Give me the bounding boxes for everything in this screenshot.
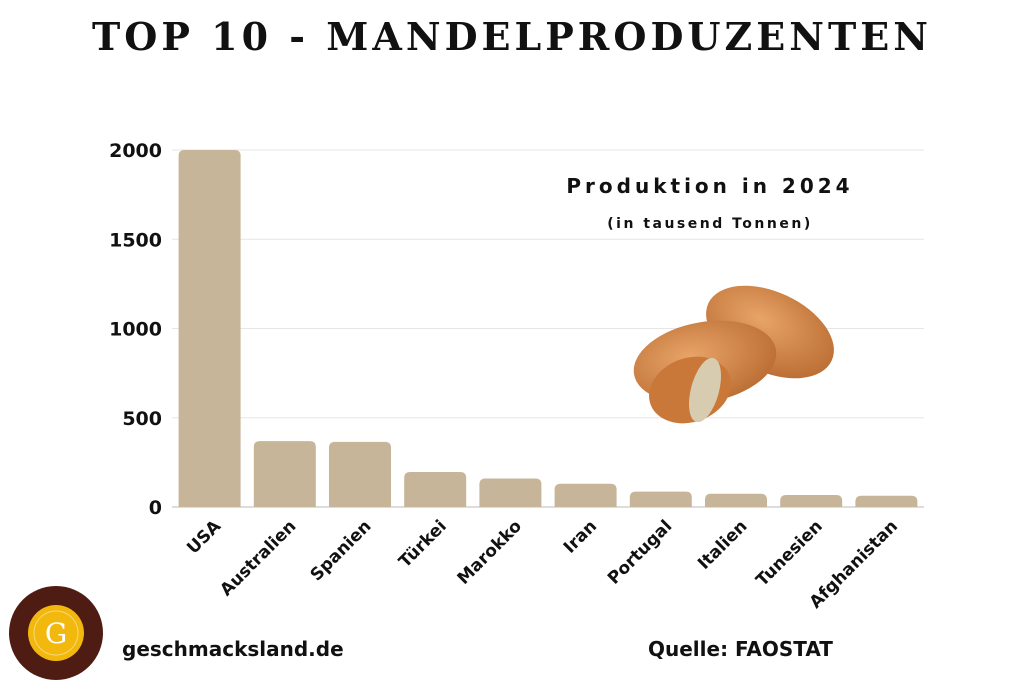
bar-tunesien bbox=[780, 495, 843, 507]
x-tick-label: Spanien bbox=[307, 516, 376, 585]
x-tick-label: USA bbox=[183, 516, 225, 558]
y-tick-label: 1000 bbox=[109, 319, 162, 341]
website-label: geschmacksland.de bbox=[122, 637, 344, 661]
chart-title: Produktion in 2024 bbox=[566, 174, 854, 198]
bar-usa bbox=[178, 150, 241, 507]
x-tick-label: Tunesien bbox=[752, 516, 826, 590]
geschmacksland-logo: G bbox=[9, 586, 103, 680]
bar-australien bbox=[253, 441, 316, 507]
x-tick-label: Portugal bbox=[604, 516, 676, 588]
y-tick-label: 500 bbox=[122, 408, 162, 430]
x-tick-label: Iran bbox=[560, 516, 601, 557]
source-label: Quelle: FAOSTAT bbox=[648, 637, 833, 661]
x-tick-label: Australien bbox=[216, 516, 300, 600]
bar-afghanistan bbox=[855, 495, 918, 507]
bar-italien bbox=[705, 493, 767, 507]
x-tick-label: Marokko bbox=[454, 516, 526, 588]
bar-marokko bbox=[479, 478, 542, 507]
bar-portugal bbox=[629, 491, 692, 507]
chart-subtitle: (in tausend Tonnen) bbox=[607, 216, 813, 232]
bar-spanien bbox=[329, 441, 391, 507]
x-tick-label: Italien bbox=[694, 516, 751, 573]
almond-illustration bbox=[633, 285, 834, 424]
y-tick-label: 1500 bbox=[109, 229, 162, 251]
y-tick-label: 0 bbox=[149, 497, 162, 519]
page-title: TOP 10 - MANDELPRODUZENTEN bbox=[92, 14, 932, 59]
bar-iran bbox=[554, 483, 617, 507]
y-tick-label: 2000 bbox=[109, 140, 162, 162]
bar-türkei bbox=[404, 472, 467, 507]
svg-text:G: G bbox=[45, 617, 67, 650]
x-tick-label: Türkei bbox=[395, 516, 451, 572]
